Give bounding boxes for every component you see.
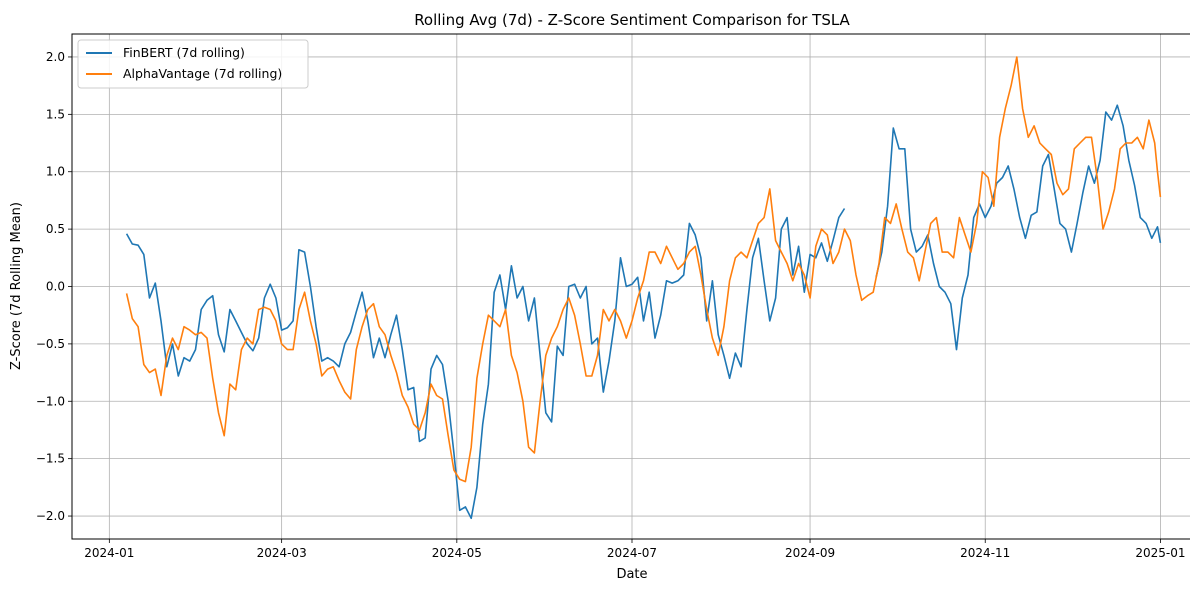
y-tick-label: 1.0 bbox=[46, 165, 65, 179]
legend: FinBERT (7d rolling) AlphaVantage (7d ro… bbox=[77, 39, 309, 89]
legend-label-alphavantage: AlphaVantage (7d rolling) bbox=[123, 66, 282, 81]
x-tick-label: 2024-11 bbox=[960, 546, 1010, 560]
y-axis-ticks: −2.0 −1.5 −1.0 −0.5 0.0 0.5 1.0 1.5 2.0 bbox=[36, 50, 72, 523]
y-tick-label: 2.0 bbox=[46, 50, 65, 64]
x-axis-label: Date bbox=[616, 567, 647, 582]
x-tick-label: 2025-01 bbox=[1135, 546, 1185, 560]
x-tick-label: 2024-09 bbox=[785, 546, 835, 560]
y-tick-label: 1.5 bbox=[46, 107, 65, 121]
chart-title: Rolling Avg (7d) - Z-Score Sentiment Com… bbox=[414, 11, 850, 29]
grid-lines bbox=[72, 34, 1190, 539]
y-tick-label: −2.0 bbox=[36, 509, 65, 523]
y-tick-label: −0.5 bbox=[36, 337, 65, 351]
x-tick-label: 2024-03 bbox=[257, 546, 307, 560]
x-tick-label: 2024-07 bbox=[607, 546, 657, 560]
y-tick-label: 0.0 bbox=[46, 280, 65, 294]
x-axis-ticks: 2024-01 2024-03 2024-05 2024-07 2024-09 2024-… bbox=[84, 539, 1185, 560]
series-line-alphavantage bbox=[125, 56, 1162, 483]
series-line-finbert bbox=[125, 104, 1162, 520]
y-tick-label: 0.5 bbox=[46, 222, 65, 236]
legend-label-finbert: FinBERT (7d rolling) bbox=[123, 45, 245, 60]
x-tick-label: 2024-01 bbox=[84, 546, 134, 560]
legend-box bbox=[77, 39, 309, 89]
y-tick-label: −1.5 bbox=[36, 452, 65, 466]
x-tick-label: 2024-05 bbox=[432, 546, 482, 560]
y-axis-label: Z-Score (7d Rolling Mean) bbox=[9, 202, 24, 370]
y-tick-label: −1.0 bbox=[36, 394, 65, 408]
series-lines bbox=[125, 56, 1162, 520]
